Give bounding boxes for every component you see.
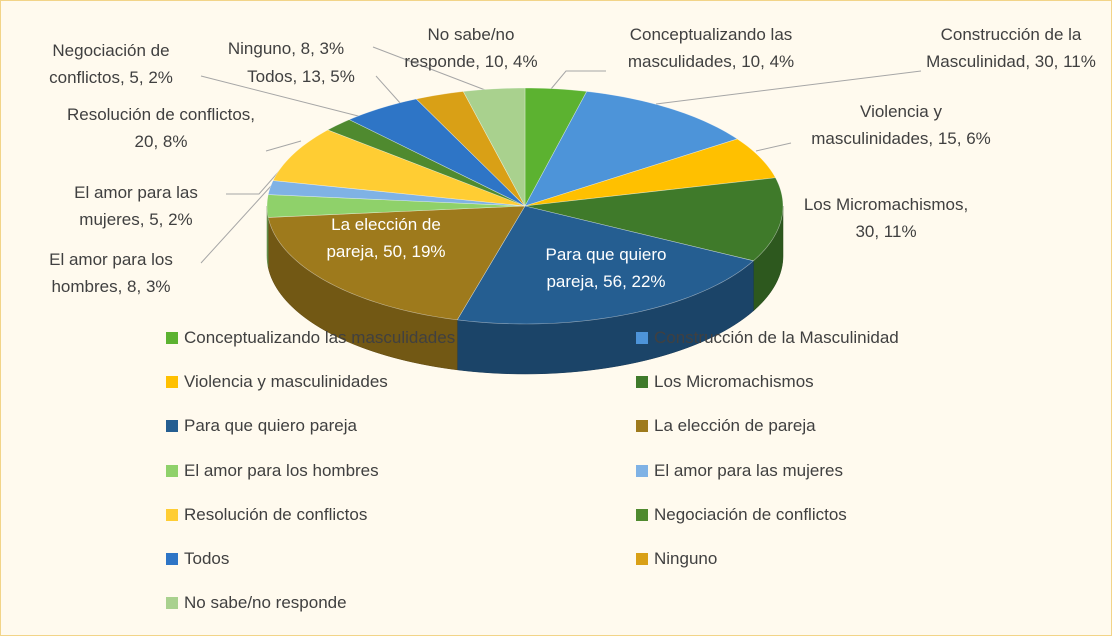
legend-item: Los Micromachismos [636,372,814,392]
data-label: Ninguno, 8, 3% [227,39,345,58]
legend-item: Violencia y masculinidades [166,372,388,392]
leader-line [655,70,922,105]
legend-swatch [166,464,178,477]
legend-item: El amor para los hombres [166,461,379,481]
legend-item: Ninguno [636,549,717,569]
data-label: El amor para los hombres, 8, 3% [49,250,173,296]
slice [415,91,526,207]
data-label: El amor para las mujeres, 5, 2% [74,183,198,229]
leader-line [372,46,494,94]
legend-label: Los Micromachismos [654,372,814,392]
data-label: Conceptualizando las masculidades, 10, 4… [627,25,795,71]
data-label: Violencia y masculinidades, 15, 6% [811,102,991,148]
data-label: Negociación de conflictos, 5, 2% [49,41,173,87]
data-label: Para que quiero pareja, 56, 22% [545,245,667,291]
legend-item: Negociación de conflictos [636,505,847,525]
slice-top [524,138,776,207]
slice [266,194,526,268]
data-label: Construcción de la Masculinidad, 30, 11% [926,25,1096,71]
slice-top [462,87,526,207]
legend-label: Construcción de la Masculinidad [654,328,899,347]
slice-top [415,91,526,207]
legend-label: El amor para los hombres [184,460,379,480]
leader-line [550,70,606,90]
leader-line [265,140,302,152]
legend-label: No sabe/no responde [184,593,347,613]
legend-swatch [636,420,648,433]
slice-top [524,87,588,207]
slice-top [456,205,755,325]
legend-item: Todos [166,549,229,569]
slice [456,205,755,375]
slice-top [327,119,526,207]
data-label: Resolución de conflictos, 20, 8% [66,105,256,151]
slice-top [266,194,526,218]
legend-swatch [166,376,178,389]
data-label: No sabe/no responde, 10, 4% [404,25,538,71]
slice-top [524,177,784,262]
legend-swatch [166,508,178,521]
slice [524,87,588,207]
legend-item: Conceptualizando las masculidades [166,328,455,348]
legend-item: El amor para las mujeres [636,461,843,481]
legend-swatch [636,553,648,565]
leader-line [200,75,367,119]
slice [524,91,739,207]
legend-item: No sabe/no responde [166,593,347,613]
legend-swatch [166,597,178,610]
legend-swatch [166,332,178,344]
slice-top [348,98,526,207]
data-label: La elección de pareja, 50, 19% [326,215,446,261]
slice [348,98,526,207]
leader-line [226,168,282,195]
legend-label: Negociación de conflictos [654,504,847,524]
leader-lines [200,46,922,264]
slice [462,87,526,207]
legend-label: Violencia y masculinidades [184,372,388,392]
legend-swatch [636,508,648,521]
data-label: Todos, 13, 5% [247,67,355,86]
slice [267,205,526,371]
legend-label: Conceptualizando las masculidades [184,328,456,347]
slice [524,138,776,207]
legend-label: Ninguno [654,549,718,568]
slice [272,129,526,207]
legend-swatch [636,376,648,389]
leader-line [375,75,402,105]
legend-label: La elección de pareja [654,416,816,436]
data-label: Los Micromachismos, 30, 11% [803,195,969,241]
legend-item: Construcción de la Masculinidad [636,328,899,348]
leader-line [200,185,272,264]
legend-swatch [166,420,178,433]
legend-swatch [636,464,648,477]
slice [327,119,526,207]
legend-swatch [636,332,648,344]
slice-top [524,91,739,207]
legend-item: Para que quiero pareja [166,416,357,436]
legend-item: La elección de pareja [636,416,816,436]
legend-label: Para que quiero pareja [184,416,357,436]
legend-swatch [166,553,178,565]
legend-label: Todos [184,549,230,568]
slice-top [272,129,526,207]
legend-item: Resolución de conflictos [166,505,367,525]
legend-label: El amor para las mujeres [654,460,843,480]
slice-top [267,205,526,321]
legend-label: Resolución de conflictos [184,504,368,524]
leader-line [755,142,792,152]
